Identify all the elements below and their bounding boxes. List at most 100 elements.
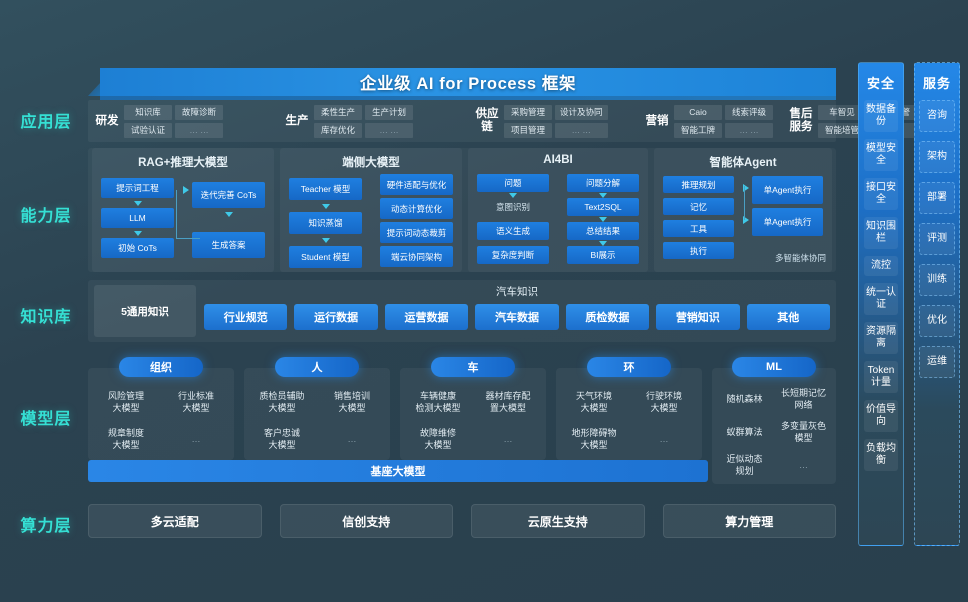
model-cell[interactable]: 近似动态 规划 [726,453,763,476]
capability-node[interactable]: 记忆 [663,198,734,215]
model-cell[interactable]: 地形障碍物 大模型 [571,427,617,450]
model-group[interactable]: 组织风险管理 大模型 行业标准 大模型规章制度 大模型 … [88,357,234,460]
capability-node[interactable]: 提示词动态裁剪 [380,222,453,243]
capability-node[interactable]: 工具 [663,220,734,237]
capability-node[interactable]: 推理规划 [663,176,734,193]
capability-node[interactable]: 动态计算优化 [380,198,453,219]
model-cell[interactable]: 行业标准 大模型 [177,390,214,413]
capability-node[interactable]: 迭代完善 CoTs [192,182,265,208]
security-item[interactable]: 模型安全 [864,139,898,171]
security-item[interactable]: Token计量 [864,361,898,393]
model-group-pill[interactable]: 人 [275,357,359,377]
capability-node[interactable]: Text2SQL [567,198,639,216]
security-item[interactable]: 接口安全 [864,178,898,210]
model-group-pill[interactable]: 组织 [119,357,203,377]
capability-node[interactable]: 执行 [663,242,734,259]
knowledge-tag[interactable]: 行业规范 [204,304,288,330]
application-tile[interactable]: 车智见 [818,104,866,120]
model-cell[interactable]: 客户忠诚 大模型 [263,427,300,450]
model-cell[interactable]: 车辆健康 检测大模型 [415,390,461,413]
model-cell[interactable]: 风险管理 大模型 [107,390,144,413]
security-item[interactable]: 统一认证 [864,283,898,315]
model-cell[interactable]: 天气环境 大模型 [575,390,612,413]
service-item[interactable]: 运维 [919,346,955,378]
application-tile[interactable]: 采购管理 [504,104,552,120]
capability-node[interactable]: 单Agent执行 [752,176,823,204]
application-tile[interactable]: … … [555,122,608,138]
application-tile[interactable]: … … [175,122,223,138]
service-item[interactable]: 部署 [919,182,955,214]
service-item[interactable]: 评测 [919,223,955,255]
compute-box[interactable]: 算力管理 [662,504,836,538]
model-cell[interactable]: 销售培训 大模型 [333,390,370,413]
knowledge-tag[interactable]: 营销知识 [656,304,740,330]
knowledge-tag[interactable]: 质检数据 [565,304,650,330]
capability-card[interactable]: AI4BI 问题 意图识别 语义生成 复杂度判断 问题分解 Text2SQL 总结结果 BI展示 [468,148,648,272]
security-item[interactable]: 数据备份 [864,100,898,132]
model-cell[interactable]: 器材库存配 置大模型 [485,390,531,413]
capability-node[interactable]: 复杂度判断 [477,246,549,264]
application-tile[interactable]: 试验认证 [124,122,172,138]
model-group[interactable]: 车车辆健康 检测大模型 器材库存配 置大模型 故障维修 大模型… [400,357,546,460]
application-tile[interactable]: 设计及协同 [555,104,608,120]
knowledge-tag[interactable]: 其他 [746,304,830,330]
application-group[interactable]: 营销 Caio 智能工牌 线索评级 … … [644,103,773,139]
capability-node[interactable]: 知识蒸馏 [289,212,362,234]
capability-node[interactable]: 生成答案 [192,232,265,258]
capability-node[interactable]: 问题 [477,174,549,192]
knowledge-tag[interactable]: 汽车数据 [475,304,559,330]
model-group[interactable]: 环天气环境 大模型 行驶环境 大模型 地形障碍物 大模型… [556,357,702,460]
application-tile[interactable]: 智能培管 [818,122,866,138]
model-cell[interactable]: 质检员辅助 大模型 [259,390,305,413]
application-tile[interactable]: 库存优化 [314,122,362,138]
compute-box[interactable]: 多云适配 [88,504,262,538]
model-group-pill[interactable]: ML [732,357,816,377]
service-column[interactable]: 服务 咨询 架构 部署 评测 训练 优化 运维 [914,62,960,546]
application-tile[interactable]: 故障诊断 [175,104,223,120]
security-item[interactable]: 价值导向 [864,400,898,432]
model-cell[interactable]: 多变量灰色 模型 [780,420,826,443]
capability-node[interactable]: 意图识别 [495,202,530,212]
application-tile[interactable]: … … [725,122,773,138]
model-cell[interactable]: 规章制度 大模型 [107,427,144,450]
capability-node[interactable]: 硬件适配与优化 [380,174,453,195]
model-cell[interactable]: 随机森林 [726,394,763,405]
security-item[interactable]: 负载均衡 [864,439,898,471]
model-cell[interactable]: … [347,433,357,444]
application-group[interactable]: 供应链 采购管理 项目管理 设计及协同 … … [474,103,608,139]
model-group-pill[interactable]: 环 [587,357,671,377]
security-column[interactable]: 安全 数据备份 模型安全 接口安全 知识围栏 流控 统一认证 资源隔离 Token计量 价值导向… [858,62,904,546]
application-tile[interactable]: 项目管理 [504,122,552,138]
model-cell[interactable]: … [659,433,669,444]
capability-node[interactable]: 语义生成 [477,222,549,240]
application-tile[interactable]: Caio [674,104,722,120]
capability-node[interactable]: BI展示 [567,246,639,264]
model-group[interactable]: 人质检员辅助 大模型 销售培训 大模型客户忠诚 大模型 … [244,357,390,460]
capability-node[interactable]: 端云协同架构 [380,246,453,267]
capability-node[interactable]: 提示词工程 [101,178,174,198]
model-cell[interactable]: 长短期记忆 网络 [780,388,826,411]
capability-node[interactable]: Teacher 模型 [289,178,362,200]
capability-node[interactable]: 单Agent执行 [752,208,823,236]
application-group[interactable]: 生产 柔性生产 库存优化 生产计划 … … [284,103,413,139]
model-cell[interactable]: … [191,433,201,444]
capability-card[interactable]: 智能体Agent 推理规划 记忆 工具 执行 单Agent执行 单Agent执行 多智能体协同 [654,148,832,272]
model-group-pill[interactable]: 车 [431,357,515,377]
application-tile[interactable]: 知识库 [124,104,172,120]
model-cell[interactable]: 故障维修 大模型 [419,427,456,450]
capability-node[interactable]: 初始 CoTs [101,238,174,258]
security-item[interactable]: 资源隔离 [864,322,898,354]
compute-box[interactable]: 云原生支持 [471,504,645,538]
application-tile[interactable]: 智能工牌 [674,122,722,138]
service-item[interactable]: 优化 [919,305,955,337]
model-cell[interactable]: … [799,459,808,470]
compute-box[interactable]: 信创支持 [279,504,453,538]
service-item[interactable]: 训练 [919,264,955,296]
security-item[interactable]: 知识围栏 [864,217,898,249]
capability-card[interactable]: RAG+推理大模型 提示词工程 LLM 初始 CoTs 迭代完善 CoTs 生成答案 [92,148,274,272]
knowledge-tag[interactable]: 运营数据 [384,304,469,330]
service-item[interactable]: 咨询 [919,100,955,132]
capability-node[interactable]: 问题分解 [567,174,639,192]
application-tile[interactable]: 柔性生产 [314,104,362,120]
model-cell[interactable]: 蚁群算法 [726,426,763,437]
